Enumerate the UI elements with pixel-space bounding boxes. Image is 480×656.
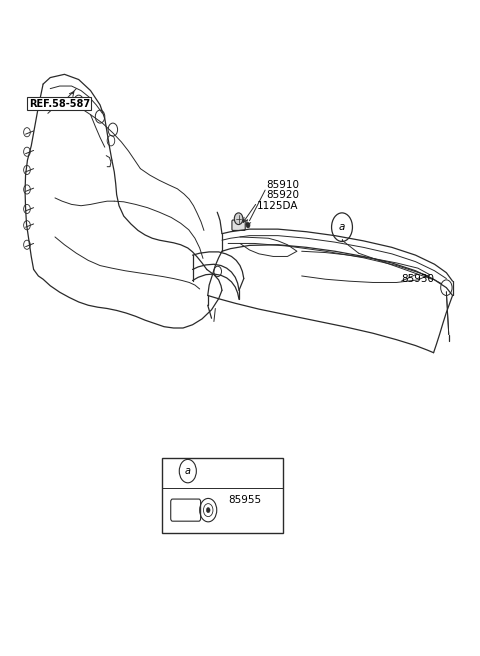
Text: REF.58-587: REF.58-587 [29,98,90,109]
Circle shape [206,508,210,513]
Circle shape [234,213,243,224]
Text: 85955: 85955 [228,495,261,505]
Text: a: a [339,222,345,232]
Text: 1125DA: 1125DA [257,201,298,211]
Text: a: a [185,466,191,476]
Text: 85930: 85930 [401,274,434,284]
FancyBboxPatch shape [232,220,245,230]
Circle shape [246,222,250,228]
Text: 85920: 85920 [266,190,299,199]
Bar [162,458,283,533]
Text: 85910: 85910 [266,180,299,190]
